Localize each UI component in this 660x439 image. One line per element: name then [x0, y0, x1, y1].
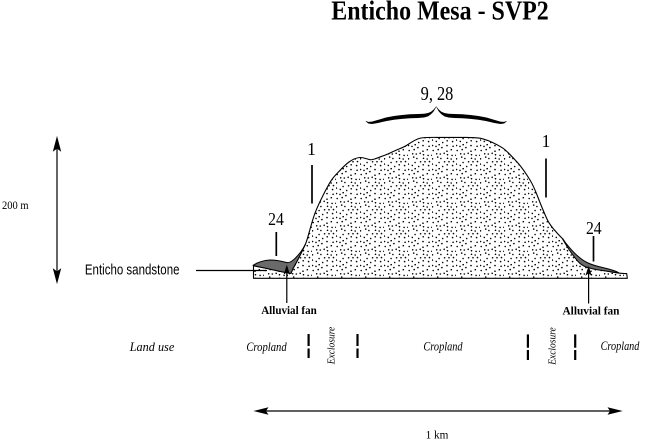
svg-text:Alluvial fan: Alluvial fan — [563, 306, 621, 318]
svg-text:24: 24 — [268, 209, 284, 229]
svg-text:Enticho Mesa - SVP2: Enticho Mesa - SVP2 — [331, 0, 549, 26]
svg-text:Exclosure: Exclosure — [548, 327, 559, 366]
svg-text:Enticho sandstone: Enticho sandstone — [85, 262, 180, 279]
svg-text:24: 24 — [586, 218, 602, 238]
svg-text:200 m: 200 m — [2, 198, 29, 212]
svg-text:Land use: Land use — [129, 340, 175, 354]
svg-text:9, 28: 9, 28 — [421, 83, 454, 105]
svg-text:1 km: 1 km — [426, 429, 449, 439]
svg-text:Cropland: Cropland — [423, 340, 463, 354]
svg-text:Cropland: Cropland — [601, 339, 640, 353]
svg-text:Exclosure: Exclosure — [327, 326, 338, 365]
svg-text:1: 1 — [542, 131, 551, 151]
svg-text:Cropland: Cropland — [246, 340, 287, 354]
svg-text:1: 1 — [307, 139, 316, 159]
svg-text:Alluvial fan: Alluvial fan — [261, 305, 317, 317]
